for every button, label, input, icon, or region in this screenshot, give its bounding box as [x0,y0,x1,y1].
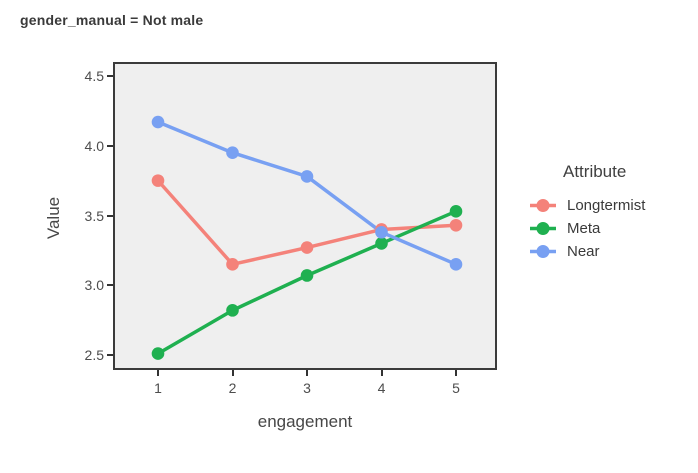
plot-panel [113,62,497,370]
y-tick-label: 4.0 [84,137,104,154]
data-point-longtermist-x5 [449,218,463,232]
legend-label: Near [567,243,600,260]
legend-entry-meta: Meta [528,217,693,240]
data-point-meta-x4 [375,237,388,250]
legend-key-icon [530,245,556,258]
legend-entry-longtermist: Longtermist [528,194,693,217]
data-point-longtermist-x2 [226,258,239,271]
data-point-near-x2 [226,146,239,160]
plot-area [151,115,463,360]
y-tick-mark [107,75,113,77]
x-tick-mark [455,370,457,376]
legend-key-icon [530,222,556,235]
x-tick-label: 4 [377,380,386,396]
legend-entries: Longtermist Meta Near [528,194,693,263]
data-point-near-x1 [151,115,165,129]
y-tick-label: 3.5 [84,207,104,224]
y-tick-mark [107,284,113,287]
y-axis-title: Value [44,196,63,240]
x-tick-label: 5 [452,380,460,396]
legend-label: Meta [567,220,601,237]
data-point-near-x4 [375,225,388,239]
x-tick-label: 3 [303,380,311,396]
x-tick-mark [231,370,234,376]
data-point-meta-x1 [151,347,165,360]
legend-title: Attribute [563,162,627,181]
data-point-meta-x2 [226,304,239,317]
x-tick-label: 1 [154,380,162,396]
x-axis-title: engagement [257,412,353,431]
legend-entry-near: Near [528,240,693,263]
data-point-longtermist-x3 [300,241,314,254]
legend-key-icon [530,199,556,212]
data-point-meta-x5 [449,205,463,218]
data-point-near-x3 [300,170,314,183]
y-tick-mark [107,144,113,147]
x-tick-mark [380,370,383,376]
y-tick-mark [107,354,113,356]
y-tick-mark [107,214,113,217]
data-point-meta-x3 [300,269,314,282]
data-point-longtermist-x1 [151,174,165,187]
x-tick-mark [306,370,308,376]
x-tick-mark [157,370,159,376]
data-point-near-x5 [449,258,463,271]
legend: Attribute Longtermist Meta Near [528,162,693,263]
y-tick-label: 4.5 [84,68,104,84]
y-tick-label: 3.0 [84,277,104,294]
legend-label: Longtermist [567,197,646,214]
x-tick-label: 2 [228,380,237,396]
y-tick-label: 2.5 [84,347,104,363]
chart-title: gender_manual = Not male [20,12,204,28]
